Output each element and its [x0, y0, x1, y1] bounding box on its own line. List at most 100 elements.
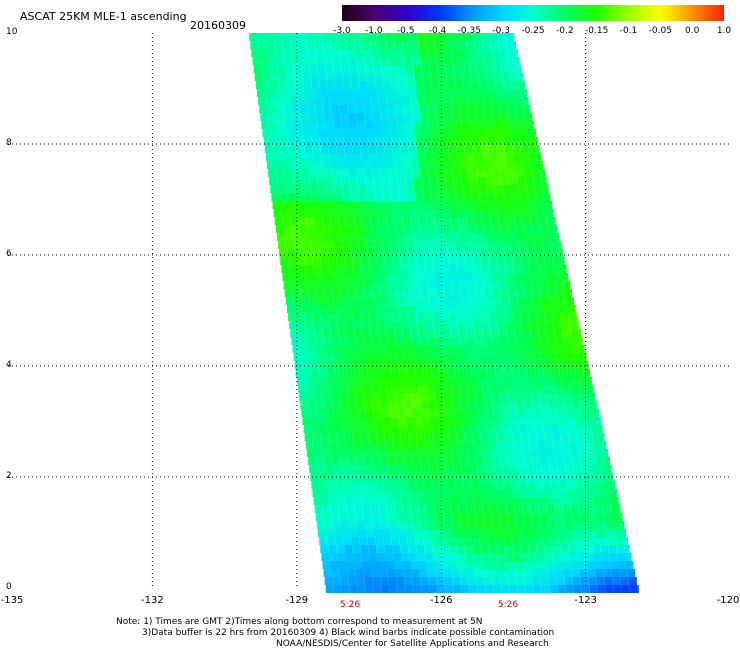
swath-cell	[332, 577, 341, 585]
swath-cell	[556, 289, 565, 297]
swath-cell	[282, 217, 291, 225]
swath-cell	[481, 265, 490, 273]
swath-cell	[386, 385, 395, 393]
swath-cell	[301, 121, 310, 129]
swath-cell	[372, 521, 381, 529]
swath-cell	[466, 329, 475, 337]
swath-cell	[602, 505, 611, 513]
swath-cell	[468, 289, 477, 297]
swath-cell	[311, 81, 320, 89]
swath-cell	[515, 225, 524, 233]
swath-cell	[549, 353, 558, 361]
swath-cell	[545, 553, 554, 561]
swath-cell	[517, 233, 525, 241]
swath-cell	[512, 145, 521, 153]
swath-cell	[334, 473, 343, 481]
swath-cell	[419, 393, 428, 401]
swath-cell	[509, 585, 518, 593]
swath-cell	[454, 417, 463, 425]
swath-cell	[314, 385, 323, 393]
swath-cell	[277, 233, 285, 241]
swath-cell	[312, 489, 321, 497]
swath-cell	[320, 489, 329, 497]
swath-cell	[460, 577, 469, 585]
swath-cell	[430, 529, 438, 537]
swath-cell	[311, 369, 320, 377]
swath-cell	[398, 529, 406, 537]
swath-cell	[580, 401, 589, 409]
swath-cell	[566, 473, 575, 481]
swath-cell	[536, 257, 545, 265]
swath-cell	[451, 161, 459, 169]
swath-cell	[465, 497, 474, 505]
swath-cell	[298, 41, 307, 49]
swath-cell	[365, 353, 374, 361]
swath-cell	[543, 249, 552, 257]
swath-cell	[319, 481, 328, 489]
swath-cell	[447, 193, 456, 201]
swath-cell	[335, 537, 344, 545]
swath-cell	[457, 33, 466, 41]
swath-cell	[373, 585, 382, 593]
swath-cell	[356, 345, 365, 353]
swath-cell	[556, 345, 565, 353]
swath-cell	[384, 257, 393, 265]
colorbar-label: -0.35	[457, 26, 481, 36]
swath-cell	[452, 289, 461, 297]
swath-cell	[515, 161, 523, 169]
swath-cell	[269, 177, 278, 185]
swath-cell	[475, 105, 484, 113]
swath-cell	[457, 441, 466, 449]
swath-cell	[395, 49, 404, 57]
swath-cell	[502, 129, 511, 137]
swath-cell	[324, 169, 333, 177]
swath-cell	[476, 57, 485, 65]
swath-cell	[429, 409, 438, 417]
swath-cell	[437, 297, 446, 305]
swath-cell	[543, 369, 552, 377]
swath-cell	[333, 177, 342, 185]
swath-cell	[502, 417, 511, 425]
swath-cell	[595, 513, 604, 521]
swath-cell	[523, 569, 532, 577]
swath-cell	[341, 465, 350, 473]
swath-cell	[495, 249, 504, 257]
swath-cell	[310, 473, 319, 481]
swath-cell	[499, 393, 508, 401]
swath-cell	[321, 321, 330, 329]
swath-cell	[322, 449, 331, 457]
swath-cell	[411, 337, 420, 345]
swath-cell	[502, 241, 511, 249]
swath-cell	[365, 177, 374, 185]
swath-cell	[448, 489, 457, 497]
swath-cell	[467, 513, 476, 521]
swath-cell	[479, 369, 488, 377]
swath-cell	[343, 305, 351, 313]
swath-cell	[251, 49, 260, 57]
swath-cell	[333, 297, 342, 305]
swath-cell	[313, 153, 322, 161]
swath-cell	[387, 49, 396, 57]
swath-cell	[574, 473, 583, 481]
swath-cell	[343, 425, 352, 433]
swath-cell	[424, 257, 433, 265]
swath-cell	[337, 377, 345, 385]
swath-cell	[487, 137, 496, 145]
swath-cell	[317, 465, 326, 473]
swath-cell	[449, 265, 458, 273]
swath-cell	[487, 193, 496, 201]
swath-cell	[385, 153, 394, 161]
swath-cell	[570, 329, 579, 337]
swath-cell	[439, 425, 448, 433]
swath-cell	[322, 561, 331, 569]
swath-cell	[462, 529, 470, 537]
swath-cell	[343, 369, 352, 377]
swath-cell	[300, 289, 309, 297]
colorbar-label: -0.2	[556, 26, 574, 36]
swath-cell	[573, 585, 582, 593]
swath-cell	[560, 433, 569, 441]
swath-cell	[283, 105, 292, 113]
swath-cell	[517, 353, 526, 361]
swath-cell	[385, 553, 394, 561]
swath-cell	[481, 553, 490, 561]
